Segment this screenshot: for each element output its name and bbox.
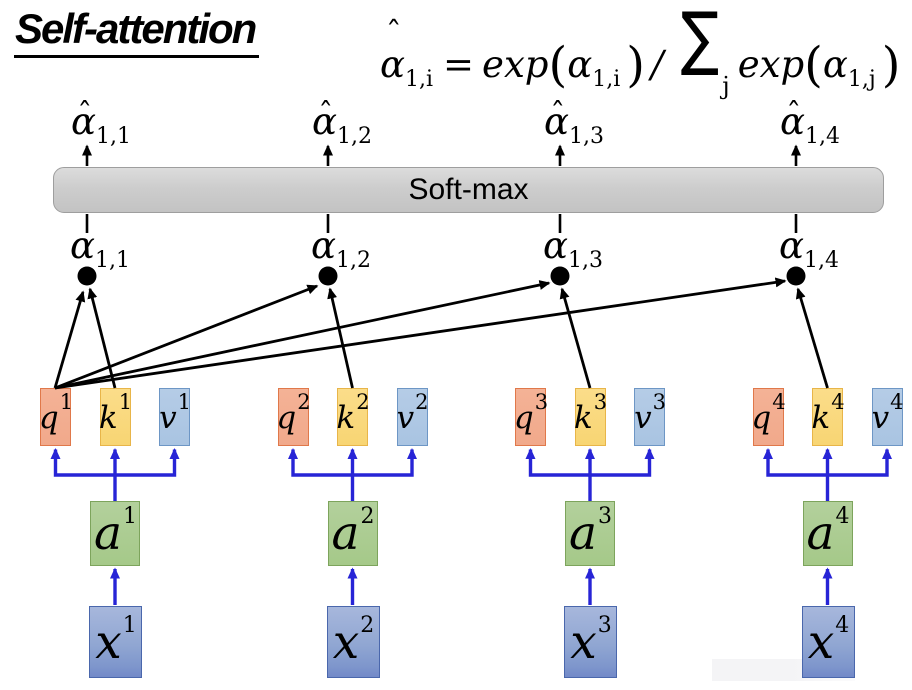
value-box-1: v1: [159, 388, 191, 446]
embedding-box-4: a4: [802, 501, 853, 566]
token-group-3: q3 k3 v3 a3 x3: [514, 0, 705, 690]
input-box-3: x3: [564, 606, 617, 678]
embedding-box-3: a3: [565, 501, 615, 566]
output-label-2: ˆ α1,2: [312, 97, 372, 149]
key-box-4: k4: [811, 388, 845, 446]
score-label-1: α1,1: [70, 224, 130, 273]
exp-1: exp: [482, 43, 549, 86]
score-label-2: α1,2: [311, 224, 371, 273]
key-box-2: k2: [336, 388, 370, 446]
formula-arg-1: α: [567, 43, 593, 86]
value-box-3: v3: [634, 388, 666, 446]
input-box-1: x1: [89, 606, 142, 678]
token-group-1: q1 k1 v1 a1 x1: [39, 0, 230, 690]
query-box-2: q2: [276, 388, 311, 446]
query-box-1: q1: [39, 388, 73, 446]
key-box-1: k1: [99, 388, 132, 446]
embedding-box-1: a1: [90, 501, 140, 566]
output-label-1: ˆ α1,1: [71, 97, 131, 149]
hat-accent: ˆ: [385, 14, 402, 52]
softmax-label: Soft-max: [408, 173, 529, 206]
page-title: Self-attention: [14, 5, 260, 59]
score-label-3: α1,3: [543, 224, 603, 273]
exp-2: exp: [737, 43, 805, 86]
equals-sign: =: [443, 43, 475, 86]
token-group-2: q2 k2 v2 a2 x2: [276, 0, 468, 690]
token-group-4: q4 k4 v4 a4 x4: [751, 0, 912, 690]
softmax-bar: Soft-max: [53, 167, 884, 213]
formula-arg-2: α: [822, 43, 848, 86]
value-box-2: v2: [396, 388, 428, 446]
summation-index: j: [722, 72, 730, 100]
query-box-4: q4: [751, 388, 786, 446]
output-label-3: ˆ α1,3: [544, 97, 604, 149]
divide-sign: /: [651, 43, 664, 86]
score-label-4: α1,4: [779, 224, 839, 273]
query-box-3: q3: [514, 388, 548, 446]
key-box-3: k3: [574, 388, 607, 446]
value-box-4: v4: [871, 388, 903, 446]
output-label-4: ˆ α1,4: [780, 97, 840, 149]
input-box-2: x2: [326, 606, 380, 678]
input-box-4: x4: [801, 606, 855, 678]
softmax-formula: ˆ α 1,i = exp ( α 1,i ) / ∑ j exp ( α 1,j ): [380, 0, 901, 100]
embedding-box-2: a2: [327, 501, 378, 566]
